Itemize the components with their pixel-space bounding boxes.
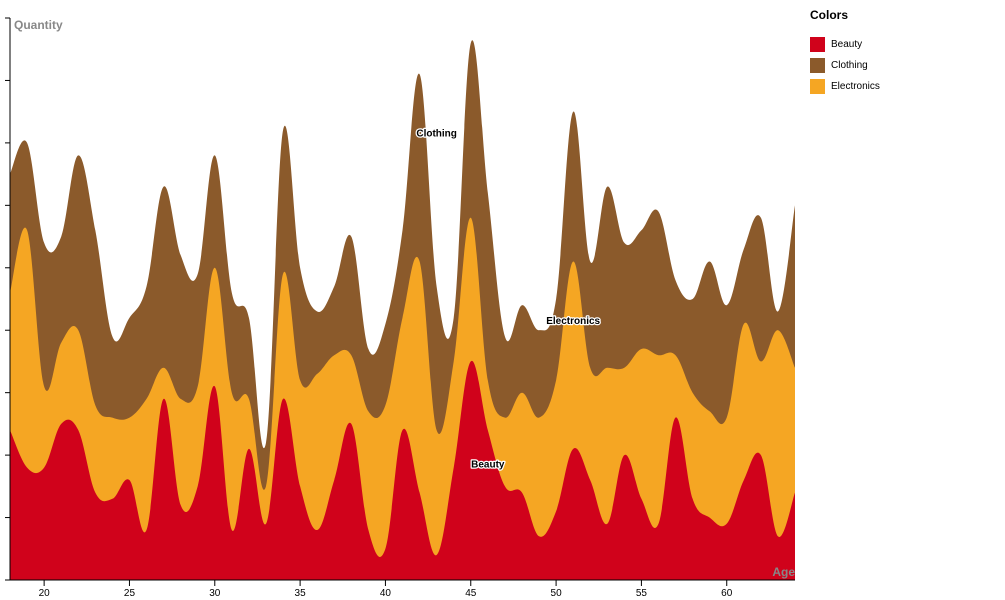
legend-label-electronics: Electronics (831, 81, 880, 92)
x-ticks: 20 25 30 35 40 45 50 55 60 (39, 580, 733, 599)
axes-layer: 20 25 30 35 40 45 50 55 60 Quantity Age (5, 17, 795, 599)
legend-swatch-beauty (810, 37, 825, 52)
legend-label-clothing: Clothing (831, 60, 868, 71)
x-tick-label: 25 (124, 588, 136, 599)
legend-title: Colors (810, 8, 849, 22)
legend-item-beauty: Beauty (810, 34, 880, 55)
x-tick-label: 60 (721, 588, 733, 599)
x-tick-label: 50 (551, 588, 563, 599)
area-label-beauty: Beauty (471, 460, 505, 471)
x-axis-title: Age (772, 565, 795, 579)
streamgraph-chart: 20 25 30 35 40 45 50 55 60 Quantity Age Clothing… (5, 17, 795, 599)
legend-item-clothing: Clothing (810, 55, 880, 76)
x-tick-label: 40 (380, 588, 392, 599)
area-label-electronics: Electronics (546, 316, 600, 327)
legend-swatch-clothing (810, 58, 825, 73)
y-ticks (5, 17, 10, 581)
areas-layer (10, 40, 795, 580)
legend-label-beauty: Beauty (831, 39, 863, 50)
y-axis-title: Quantity (14, 18, 63, 32)
legend: Colors Beauty Clothing Electronics (810, 8, 880, 97)
x-tick-label: 35 (295, 588, 307, 599)
legend-swatch-electronics (810, 79, 825, 94)
x-tick-label: 55 (636, 588, 648, 599)
legend-item-electronics: Electronics (810, 76, 880, 97)
x-tick-label: 45 (465, 588, 477, 599)
x-tick-label: 20 (39, 588, 51, 599)
area-beauty (10, 360, 795, 580)
x-tick-label: 30 (209, 588, 221, 599)
labels-layer: Clothing Electronics Beauty (415, 127, 602, 471)
area-label-clothing: Clothing (416, 129, 457, 140)
